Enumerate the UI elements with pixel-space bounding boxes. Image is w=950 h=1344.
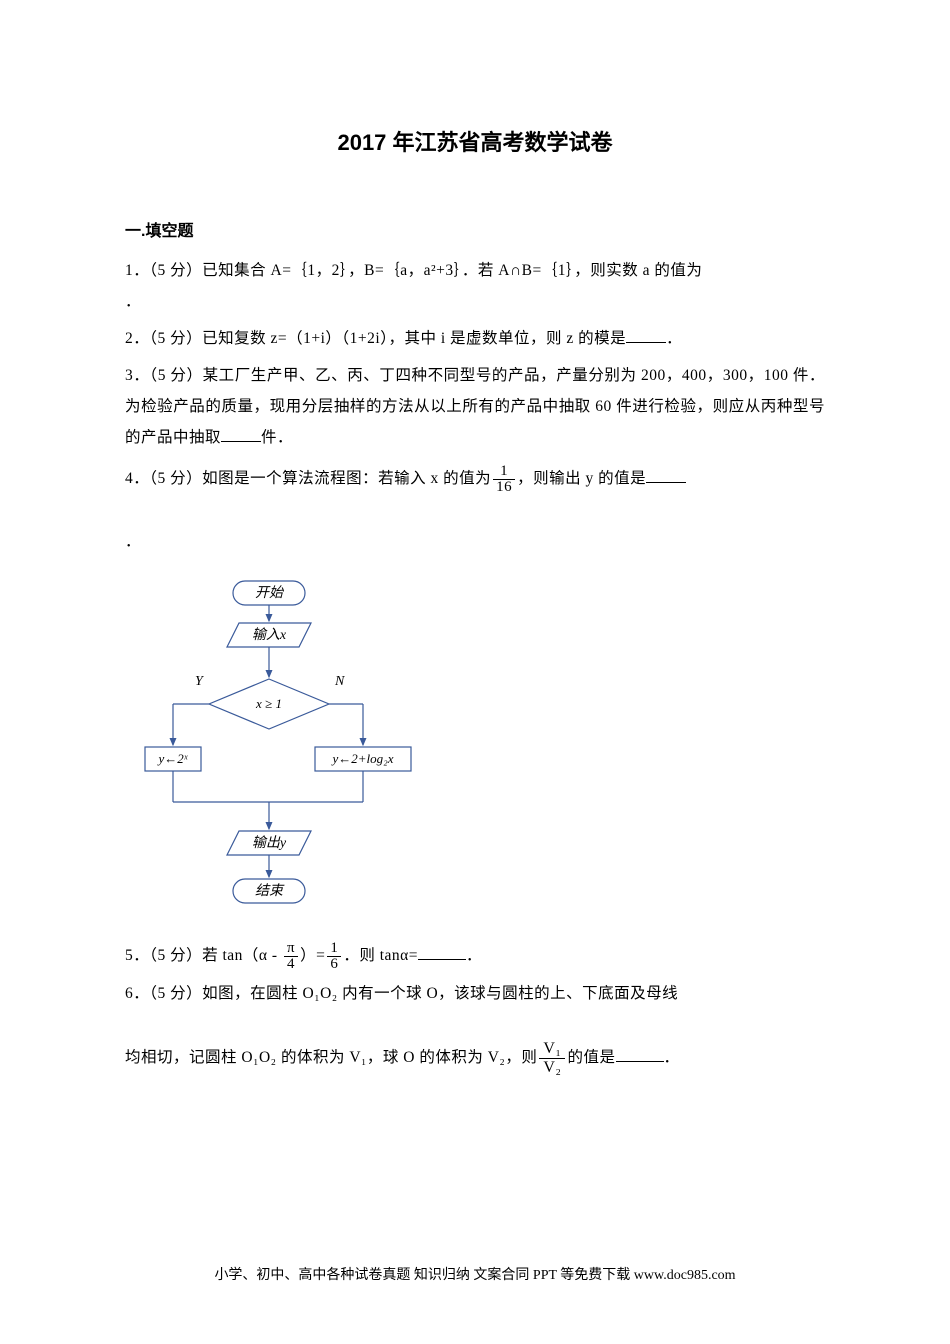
svg-text:结束: 结束: [255, 883, 285, 899]
fraction-num: V₁: [539, 1040, 565, 1058]
fraction: 116: [493, 464, 515, 495]
footer: 小学、初中、高中各种试卷真题 知识归纳 文案合同 PPT 等免费下载 www.d…: [0, 1264, 950, 1284]
question-3: 3．（5 分）某工厂生产甲、乙、丙、丁四种不同型号的产品，产量分别为 200，4…: [125, 360, 825, 453]
blank: [418, 946, 466, 960]
question-4: 4．（5 分）如图是一个算法流程图：若输入 x 的值为116，则输出 y 的值是…: [125, 463, 825, 557]
q5-text-a: 5．（5 分）若 tan（α ‑: [125, 947, 282, 964]
svg-text:输入x: 输入x: [252, 627, 287, 643]
svg-text:输出y: 输出y: [252, 835, 287, 851]
svg-text:y←2+log₂x: y←2+log₂x: [331, 751, 394, 766]
fraction: V₁V₂: [539, 1040, 565, 1077]
svg-text:x ≥ 1: x ≥ 1: [255, 696, 282, 711]
fraction-num: 1: [493, 464, 515, 479]
blank: [626, 329, 666, 343]
q3-text-b: 件．: [261, 429, 293, 446]
q1-text-b: ．: [125, 293, 141, 310]
svg-text:Y: Y: [195, 674, 205, 689]
q1-text-a: 1．（5 分）已知集合 A=｛1，2｝，B=｛a，a²+3｝．若 A∩B=｛1｝…: [125, 262, 702, 279]
fraction: π4: [284, 941, 298, 972]
fraction-den: 16: [493, 479, 515, 495]
q5-text-d: ．: [466, 947, 482, 964]
svg-text:y←2ˣ: y←2ˣ: [157, 751, 188, 766]
fraction-num: π: [284, 941, 298, 956]
question-1: 1．（5 分）已知集合 A=｛1，2｝，B=｛a，a²+3｝．若 A∩B=｛1｝…: [125, 255, 825, 317]
section-header: 一.填空题: [125, 217, 825, 241]
q2-text-b: ．: [666, 330, 682, 347]
fraction-den: V₂: [539, 1058, 565, 1077]
flowchart: 开始 输入x x ≥ 1 Y N y←2ˣ y←2+log₂x: [143, 577, 825, 922]
q6-text-c: 的值是: [567, 1049, 615, 1066]
blank: [646, 469, 686, 483]
q2-text-a: 2．（5 分）已知复数 z=（1+i）（1+2i），其中 i 是虚数单位，则 z…: [125, 330, 626, 347]
blank: [616, 1048, 664, 1062]
fraction-den: 4: [284, 956, 298, 972]
flowchart-svg: 开始 输入x x ≥ 1 Y N y←2ˣ y←2+log₂x: [143, 577, 443, 917]
q4-text-b: ，则输出 y 的值是: [517, 470, 646, 487]
fraction-den: 6: [327, 956, 341, 972]
svg-text:N: N: [334, 674, 345, 689]
q6-text-d: ．: [664, 1049, 680, 1066]
q4-text-c: ．: [125, 533, 141, 550]
svg-text:开始: 开始: [255, 585, 285, 601]
q4-text-a: 4．（5 分）如图是一个算法流程图：若输入 x 的值为: [125, 470, 491, 487]
blank: [221, 428, 261, 442]
q6-text-b: 均相切，记圆柱 O₁O₂ 的体积为 V₁，球 O 的体积为 V₂，则: [125, 1049, 537, 1066]
q5-text-b: ）=: [300, 947, 325, 964]
q6-text-a: 6．（5 分）如图，在圆柱 O₁O₂ 内有一个球 O，该球与圆柱的上、下底面及母…: [125, 978, 825, 1009]
fraction-num: 1: [327, 941, 341, 956]
page-title: 2017 年江苏省高考数学试卷: [125, 125, 825, 157]
question-5: 5．（5 分）若 tan（α ‑ π4）=16．则 tanα= ．: [125, 940, 825, 972]
q5-text-c: ．则 tanα=: [343, 947, 418, 964]
question-2: 2．（5 分）已知复数 z=（1+i）（1+2i），其中 i 是虚数单位，则 z…: [125, 323, 825, 354]
fraction: 16: [327, 941, 341, 972]
question-6: 6．（5 分）如图，在圆柱 O₁O₂ 内有一个球 O，该球与圆柱的上、下底面及母…: [125, 978, 825, 1077]
